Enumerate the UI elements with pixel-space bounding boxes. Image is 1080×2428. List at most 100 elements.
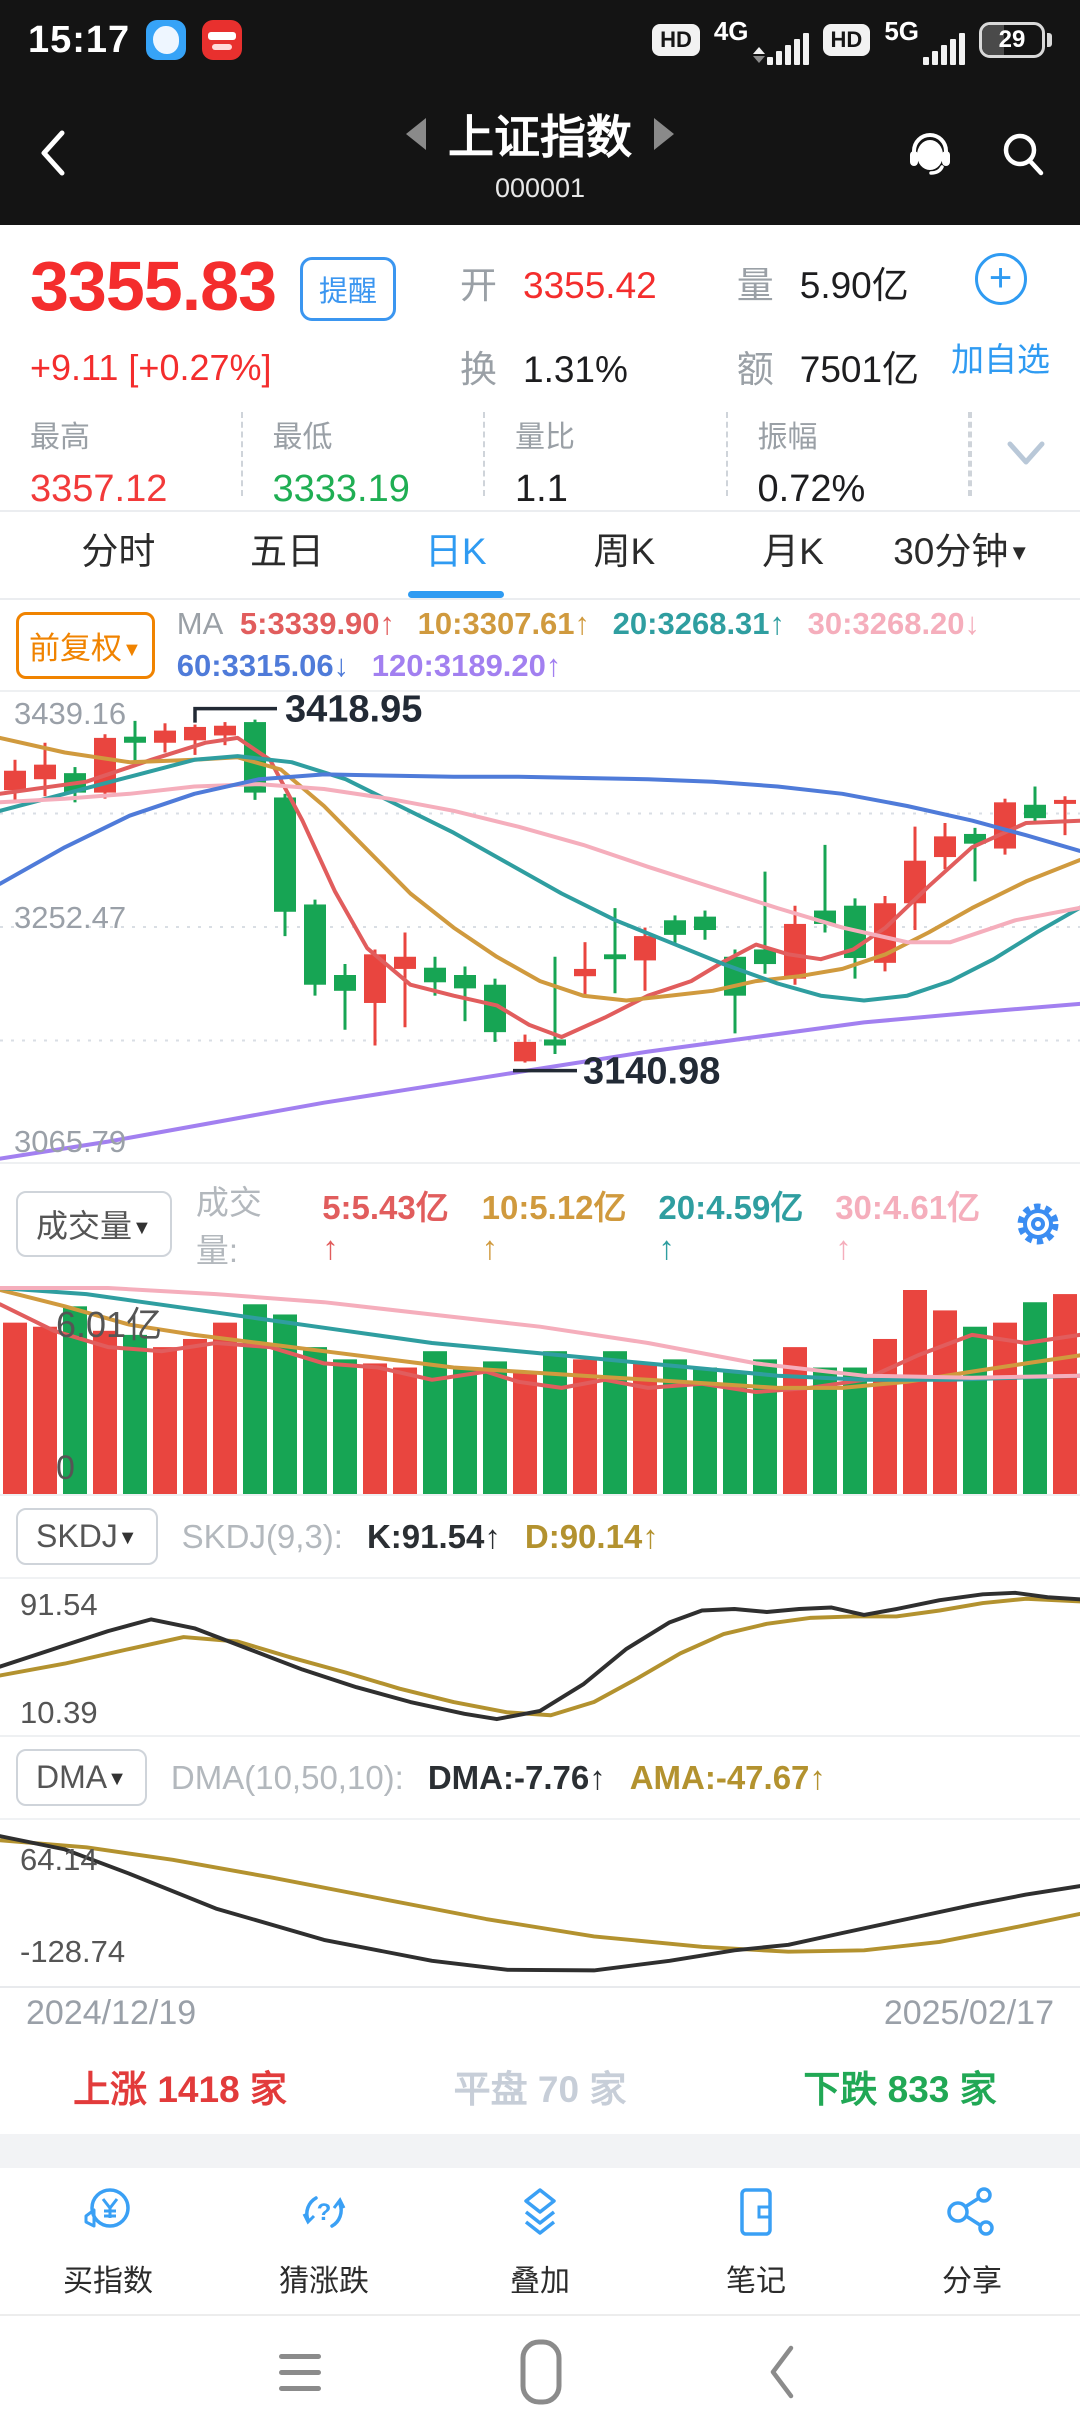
caret-down-icon: ▼ <box>1008 540 1031 565</box>
svg-text:3418.95: 3418.95 <box>285 692 422 731</box>
chat-app-notification-icon <box>146 20 187 60</box>
tab-minute[interactable]: 分时 <box>81 531 156 572</box>
price-alert-button[interactable]: 提醒 <box>300 257 397 321</box>
signal-5g: 5G <box>884 16 965 65</box>
hd-badge-1: HD <box>652 24 700 56</box>
tab-daily-k[interactable]: 日K <box>371 512 540 598</box>
volume-ratio-label: 量比 <box>515 421 575 454</box>
clock: 15:17 <box>28 18 131 61</box>
stock-code: 000001 <box>494 173 586 203</box>
battery-icon: 29 <box>979 22 1052 58</box>
plus-circle-icon: + <box>974 253 1027 305</box>
signal-bars-icon-1 <box>766 31 809 65</box>
notes-button[interactable]: 笔记 <box>648 2168 864 2314</box>
amplitude-value: 0.72% <box>757 468 866 510</box>
ma10-value: 10:3307.61↑ <box>417 606 591 642</box>
bottom-toolbar: 买指数 ? 猜涨跌 叠加 笔记 分享 <box>0 2168 1080 2316</box>
date-range-row: 2024/12/19 2025/02/17 <box>0 1988 1080 2038</box>
unchanged-count: 平盘 70 家 <box>453 2069 627 2110</box>
signal-4g: 4G <box>714 16 809 65</box>
dma-params: DMA(10,50,10): <box>170 1758 404 1796</box>
amount-label: 额 <box>736 349 774 390</box>
buy-index-button[interactable]: 买指数 <box>0 2168 216 2314</box>
high-label: 最高 <box>30 421 90 454</box>
open-label: 开 <box>460 265 497 306</box>
chevron-down-icon <box>1007 441 1045 465</box>
amount-value: 7501亿 <box>799 349 920 390</box>
vol-ma20-value: 20:4.59亿↑ <box>658 1189 804 1266</box>
signal-bars-icon-2 <box>923 31 965 65</box>
volume-legend-prefix: 成交量: <box>195 1184 262 1269</box>
period-tabs: 分时 五日 日K 周K 月K 30分钟▼ <box>0 512 1080 600</box>
tab-5day[interactable]: 五日 <box>250 531 324 572</box>
high-value: 3357.12 <box>30 468 168 510</box>
news-app-notification-icon <box>202 20 243 60</box>
dma-indicator-header: DMA▼ DMA(10,50,10): DMA:-7.76↑ AMA:-47.6… <box>0 1735 1080 1818</box>
decliners-count: 下跌 833 家 <box>803 2069 997 2110</box>
notebook-icon <box>740 2188 772 2236</box>
adjust-mode-dropdown[interactable]: 前复权▼ <box>16 611 155 679</box>
volume-ratio-value: 1.1 <box>515 468 568 510</box>
volume-chart[interactable]: 6.01亿 0 <box>0 1284 1080 1494</box>
low-value: 3333.19 <box>272 468 410 510</box>
skdj-indicator-header: SKDJ▼ SKDJ(9,3): K:91.54↑ D:90.14↑ <box>0 1494 1080 1577</box>
status-bar: 15:17 HD 4G HD 5G 29 <box>0 0 1080 80</box>
vol-ma30-value: 30:4.61亿↑ <box>835 1189 981 1266</box>
app-header: 上证指数 000001 <box>0 80 1080 225</box>
caret-down-icon: ▼ <box>117 1527 138 1549</box>
home-icon[interactable] <box>518 2336 564 2408</box>
date-start: 2024/12/19 <box>26 1993 197 2032</box>
share-button[interactable]: 分享 <box>864 2168 1080 2314</box>
turnover-value: 1.31% <box>523 349 628 390</box>
data-updown-arrows-icon <box>752 46 765 63</box>
indicator-settings-gear-icon[interactable] <box>1012 1198 1064 1250</box>
date-end: 2025/02/17 <box>883 1993 1054 2032</box>
add-watchlist-button[interactable]: + 加自选 <box>951 251 1050 390</box>
tab-30min-dropdown[interactable]: 30分钟▼ <box>893 531 1031 572</box>
volume-indicator-dropdown[interactable]: 成交量▼ <box>16 1191 172 1257</box>
price-change: +9.11 [+0.27%] <box>30 347 272 388</box>
tab-monthly-k[interactable]: 月K <box>762 531 824 572</box>
volume-indicator-header: 成交量▼ 成交量: 5:5.43亿↑ 10:5.12亿↑ 20:4.59亿↑ 3… <box>0 1162 1080 1284</box>
ma-legend-bar: 前复权▼ MA 5:3339.90↑ 10:3307.61↑ 20:3268.3… <box>0 600 1080 692</box>
skdj-params: SKDJ(9,3): <box>181 1517 343 1555</box>
back-icon[interactable] <box>30 123 76 183</box>
guess-updown-button[interactable]: ? 猜涨跌 <box>216 2168 432 2314</box>
svg-text:3140.98: 3140.98 <box>583 1051 720 1093</box>
quote-summary: 3355.83 提醒 +9.11 [+0.27%] 开 3355.42 量 5.90… <box>0 225 1080 400</box>
skdj-d-value: D:90.14↑ <box>524 1517 659 1555</box>
skdj-indicator-dropdown[interactable]: SKDJ▼ <box>16 1508 158 1565</box>
overlay-button[interactable]: 叠加 <box>432 2168 648 2314</box>
volume-label: 量 <box>736 265 774 306</box>
ma-values: MA 5:3339.90↑ 10:3307.61↑ 20:3268.31↑ 30… <box>176 606 981 683</box>
open-value: 3355.42 <box>523 265 657 306</box>
skdj-chart[interactable]: 91.54 10.39 <box>0 1577 1080 1735</box>
skdj-k-value: K:91.54↑ <box>366 1517 501 1555</box>
stats-row: 最高 3357.12 最低 3333.19 量比 1.1 振幅 0.72% <box>0 400 1080 512</box>
dma-value: DMA:-7.76↑ <box>427 1758 606 1796</box>
expand-stats-button[interactable] <box>970 412 1080 496</box>
dma-indicator-dropdown[interactable]: DMA▼ <box>16 1749 147 1806</box>
prev-stock-icon[interactable] <box>406 118 426 150</box>
advancers-count: 上涨 1418 家 <box>73 2069 287 2110</box>
tab-weekly-k[interactable]: 周K <box>593 531 656 572</box>
back-nav-icon[interactable] <box>761 2340 801 2404</box>
page-title: 上证指数 <box>448 111 632 163</box>
next-stock-icon[interactable] <box>654 118 674 150</box>
section-divider <box>0 2134 1080 2168</box>
ama-value: AMA:-47.67↑ <box>629 1758 826 1796</box>
overlay-layers-icon <box>524 2188 556 2235</box>
market-breadth-row[interactable]: 上涨 1418 家 平盘 70 家 下跌 833 家 <box>0 2038 1080 2134</box>
ma120-value: 120:3189.20↑ <box>371 648 562 683</box>
candlestick-chart[interactable]: 3439.16 3252.47 3065.79 3418.95 3140.98 <box>0 692 1080 1162</box>
low-label: 最低 <box>272 421 333 454</box>
recent-apps-icon[interactable] <box>278 2353 321 2391</box>
customer-service-headset-icon[interactable] <box>902 125 958 181</box>
last-price: 3355.83 <box>30 247 277 325</box>
caret-down-icon: ▼ <box>122 638 142 661</box>
search-icon[interactable] <box>996 126 1050 180</box>
top-black-region: 15:17 HD 4G HD 5G 29 <box>0 0 1080 225</box>
ma5-value: 5:3339.90↑ <box>239 606 396 642</box>
caret-down-icon: ▼ <box>107 1768 127 1790</box>
dma-chart[interactable]: 64.14 -128.74 <box>0 1818 1080 1988</box>
